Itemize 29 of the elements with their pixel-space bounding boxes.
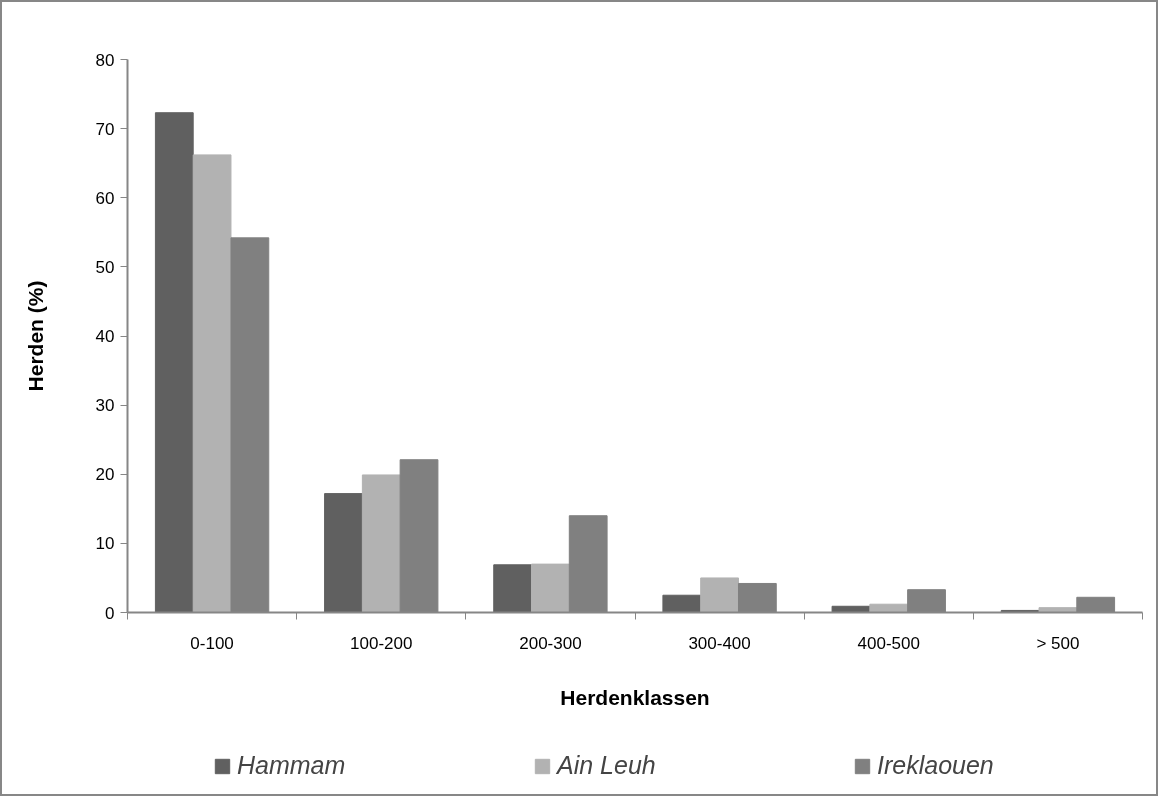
bar: [154, 112, 194, 613]
x-tick-label: 400-500: [857, 633, 920, 653]
x-axis-title: Herdenklassen: [560, 685, 710, 709]
legend-label: Ain Leuh: [557, 751, 657, 780]
x-tick-label: 100-200: [350, 633, 413, 653]
x-tick-label: 0-100: [190, 633, 234, 653]
x-tick-label: 300-400: [688, 633, 751, 653]
x-tick-label: > 500: [1036, 633, 1080, 653]
y-tick-label: 10: [95, 534, 115, 554]
y-tick-label: 30: [95, 396, 115, 416]
y-tick-label: 50: [95, 257, 115, 277]
y-tick-label: 70: [95, 119, 115, 139]
y-tick-label: 80: [95, 50, 115, 70]
x-tick-label: 200-300: [519, 633, 582, 653]
bar: [493, 564, 533, 613]
bar: [324, 493, 363, 613]
bar: [192, 154, 232, 613]
y-tick-label: 0: [105, 603, 115, 623]
bar: [531, 563, 570, 613]
y-tick-label: 60: [95, 188, 115, 208]
bar: [700, 577, 739, 613]
y-tick-label: 20: [95, 465, 115, 485]
bar: [662, 594, 702, 613]
bar: [361, 474, 401, 613]
y-tick-label: 40: [95, 327, 115, 346]
legend-label: Hammam: [237, 751, 347, 780]
bar: [1038, 607, 1078, 613]
y-axis-title: Herden (%): [23, 280, 47, 392]
legend-label: Ireklaouen: [877, 751, 995, 780]
